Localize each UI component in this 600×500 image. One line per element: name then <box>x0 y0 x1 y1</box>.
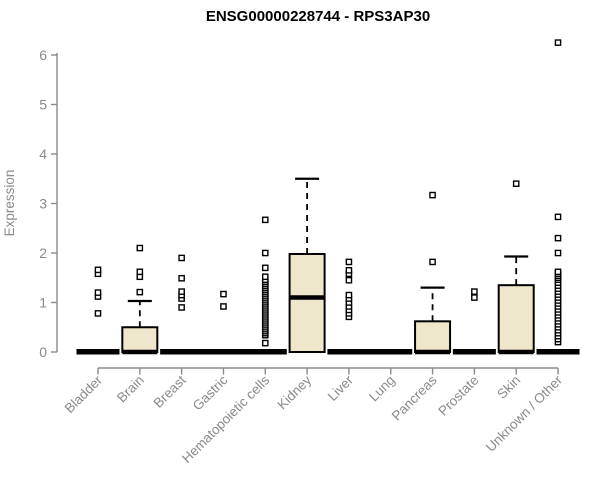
outlier-point <box>220 290 227 298</box>
box <box>414 320 452 353</box>
outlier-point <box>136 288 144 296</box>
collapsed-box <box>201 349 245 355</box>
boxplot-lung <box>369 349 413 355</box>
outlier-point <box>429 258 436 266</box>
boxplots <box>76 39 580 355</box>
boxplot-kidney <box>288 177 326 354</box>
boxplot-unknown-other <box>536 39 580 355</box>
x-tick-label: Gastric <box>190 372 231 413</box>
y-tick-label: 5 <box>39 97 47 113</box>
y-tick-label: 0 <box>39 344 47 360</box>
outlier-point <box>512 180 520 188</box>
boxplot-bladder <box>76 266 120 355</box>
outlier-point <box>345 258 353 266</box>
y-axis-label: Expression <box>2 170 17 237</box>
y-tick-label: 1 <box>39 295 47 311</box>
outlier-point <box>178 304 185 311</box>
collapsed-box <box>536 349 580 355</box>
outlier-point <box>261 249 269 257</box>
y-tick-label: 2 <box>39 245 47 261</box>
outlier-point <box>178 288 185 295</box>
x-tick-label: Kidney <box>274 372 314 412</box>
collapsed-box <box>327 349 371 355</box>
boxplot-liver <box>327 258 371 355</box>
outlier-point <box>345 267 353 274</box>
collapsed-box <box>160 349 204 355</box>
outlier-point <box>178 274 185 282</box>
boxplot-breast <box>160 254 204 355</box>
outlier-point <box>136 244 144 252</box>
outlier-point <box>261 216 269 224</box>
collapsed-box <box>452 349 496 355</box>
x-tick-label: Brain <box>114 373 147 406</box>
outlier-point <box>554 213 562 221</box>
outlier-point <box>94 310 102 317</box>
box <box>121 326 159 353</box>
chart-title: ENSG00000228744 - RPS3AP30 <box>206 8 430 25</box>
x-tick-label: Pancreas <box>389 372 440 423</box>
collapsed-box <box>76 349 120 355</box>
outlier-point <box>178 254 185 262</box>
x-tick-label: Unknown / Other <box>483 372 566 455</box>
boxplot-brain <box>121 244 159 355</box>
outlier-point <box>345 276 353 284</box>
boxplot-prostate <box>452 288 496 355</box>
boxplot-pancreas <box>414 191 452 355</box>
outlier-point <box>261 339 269 347</box>
boxplot-hematopoietic-cells <box>243 216 287 355</box>
boxplot-gastric <box>201 290 245 355</box>
outlier-point <box>94 266 102 274</box>
x-tick-label: Bladder <box>62 372 106 416</box>
outlier-point <box>554 268 562 276</box>
box <box>288 252 326 354</box>
x-tick-label: Prostate <box>435 373 481 419</box>
y-tick-label: 4 <box>39 146 47 162</box>
outlier-point <box>261 264 269 272</box>
outlier-point <box>471 294 478 301</box>
y-tick-label: 6 <box>39 47 47 63</box>
x-tick-label: Lung <box>366 373 398 405</box>
x-tick-label: Breast <box>151 372 189 410</box>
outlier-point <box>554 249 562 257</box>
outlier-point <box>136 268 144 276</box>
x-tick-label: Skin <box>494 373 523 402</box>
collapsed-box <box>243 349 287 355</box>
outlier-point <box>261 273 269 281</box>
outlier-point <box>220 303 227 310</box>
x-tick-label: Liver <box>325 372 357 404</box>
box <box>497 284 535 353</box>
outlier-point <box>554 234 562 242</box>
outlier-point <box>429 191 436 199</box>
boxplot-skin <box>497 180 535 355</box>
outlier-point <box>94 289 102 296</box>
collapsed-box <box>369 349 413 355</box>
outlier-point <box>554 39 562 46</box>
outlier-point <box>345 291 353 299</box>
outlier-point <box>471 288 478 295</box>
y-tick-label: 3 <box>39 196 47 212</box>
